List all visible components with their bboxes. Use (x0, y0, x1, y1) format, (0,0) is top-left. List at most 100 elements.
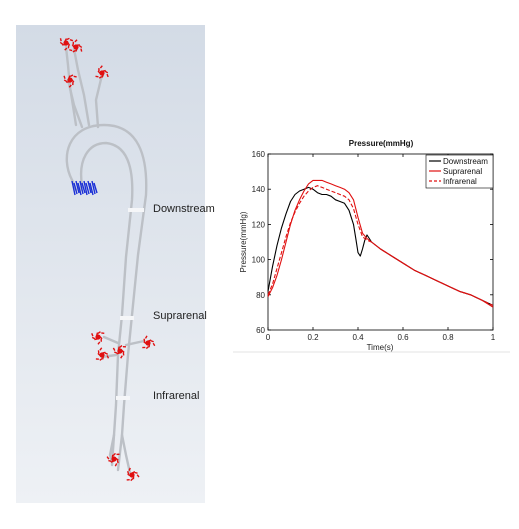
outlet-stroke (98, 75, 103, 79)
outlet-stroke (114, 351, 118, 354)
probe-marker-downstream (128, 208, 144, 212)
outlet-stroke (126, 470, 130, 475)
outlet-core (117, 348, 123, 354)
outlet-stroke (119, 345, 123, 348)
outlet-core (63, 40, 69, 46)
y-tick-label: 80 (256, 291, 265, 300)
inlet-stroke (79, 180, 84, 195)
outlet-stroke (106, 355, 110, 359)
inlet-stroke (81, 182, 86, 194)
x-tick-label: 0.6 (397, 333, 409, 342)
legend-label-suprarenal: Suprarenal (443, 167, 482, 176)
outlet-stroke (128, 467, 131, 471)
aorta-model (59, 37, 156, 482)
outlet-stroke (63, 75, 66, 79)
outlet-stroke (108, 459, 112, 463)
carotid-branch-right (72, 47, 91, 127)
outlet-stroke (104, 352, 109, 355)
outlet-core (129, 472, 135, 478)
outlet-cluster (112, 345, 126, 359)
outlet-stroke (144, 335, 148, 339)
legend-label-downstream: Downstream (443, 157, 488, 166)
outlet-core (99, 352, 105, 358)
inlet-stroke (87, 180, 92, 194)
y-tick-label: 60 (256, 326, 265, 335)
y-axis-title: Pressure(mmHg) (239, 211, 248, 272)
series-line-infrarenal (267, 185, 494, 306)
outlet-core (95, 334, 101, 340)
inlet-stroke (93, 182, 98, 194)
outlet-cluster (95, 65, 109, 79)
outlet-stroke (63, 79, 68, 83)
outlet-stroke (91, 333, 94, 337)
y-tick-label: 100 (252, 256, 266, 265)
label-downstream: Downstream (153, 203, 215, 215)
x-tick-label: 1 (491, 333, 496, 342)
x-tick-label: 0.4 (352, 333, 364, 342)
x-axis-title: Time(s) (367, 343, 394, 352)
outlet-stroke (104, 70, 109, 74)
outlet-stroke (78, 45, 83, 48)
carotid-branch-left (64, 45, 78, 127)
outlet-stroke (106, 456, 110, 460)
outlet-stroke (143, 338, 146, 342)
outlet-stroke (73, 75, 77, 78)
outlet-stroke (80, 48, 83, 52)
outlet-core (99, 70, 105, 76)
outlet-stroke (99, 347, 103, 351)
outlet-markers (59, 37, 156, 482)
outlet-stroke (150, 340, 154, 343)
outlet-stroke (99, 358, 103, 361)
outlet-cluster (63, 74, 77, 88)
label-suprarenal: Suprarenal (153, 310, 207, 322)
outlet-stroke (95, 75, 99, 78)
outlet-core (111, 456, 117, 462)
y-tick-label: 120 (252, 220, 266, 229)
outlet-stroke (91, 336, 96, 340)
outlet-cluster (95, 347, 110, 361)
label-infrarenal: Infrarenal (153, 390, 200, 402)
outlet-stroke (69, 39, 74, 42)
outlet-stroke (69, 49, 73, 52)
outlet-stroke (116, 460, 119, 464)
outlet-cluster (142, 335, 156, 350)
outlet-stroke (69, 74, 74, 78)
x-tick-label: 0.8 (442, 333, 454, 342)
inlet-stroke (91, 180, 96, 195)
probe-marker-suprarenal (120, 316, 134, 320)
series-lines (267, 179, 494, 308)
inlet-marker (71, 180, 98, 196)
aortic-arch-inner (79, 141, 134, 467)
simulation-render-panel (16, 25, 205, 503)
outlet-cluster (106, 452, 120, 467)
inlet-stroke (83, 180, 88, 196)
inlet-stroke (71, 180, 76, 196)
outlet-stroke (136, 474, 140, 478)
outlet-stroke (145, 346, 150, 350)
outlet-stroke (130, 478, 134, 482)
x-tick-label: 0 (266, 333, 271, 342)
outlet-stroke (120, 355, 123, 359)
outlet-stroke (72, 49, 76, 53)
outlet-cluster (126, 467, 140, 482)
outlet-stroke (99, 65, 103, 69)
x-axis-ticks: 0 0.2 0.4 0.6 0.8 1 (266, 154, 496, 342)
outlet-stroke (68, 84, 72, 88)
outlet-core (67, 77, 73, 83)
outlet-stroke (59, 38, 62, 42)
outlet-core (145, 340, 151, 346)
probe-marker-infrarenal (116, 396, 130, 400)
x-tick-label: 0.2 (307, 333, 319, 342)
renal-branch-left (102, 335, 120, 345)
outlet-stroke (74, 39, 78, 43)
aortic-arch-outer (65, 123, 148, 472)
inlet-stroke (75, 180, 80, 194)
vertebral-branch (66, 78, 84, 129)
outlet-stroke (97, 331, 101, 334)
outlet-stroke (59, 41, 64, 45)
outlet-stroke (97, 341, 101, 345)
outlet-stroke (112, 452, 116, 456)
outlet-stroke (64, 47, 68, 51)
